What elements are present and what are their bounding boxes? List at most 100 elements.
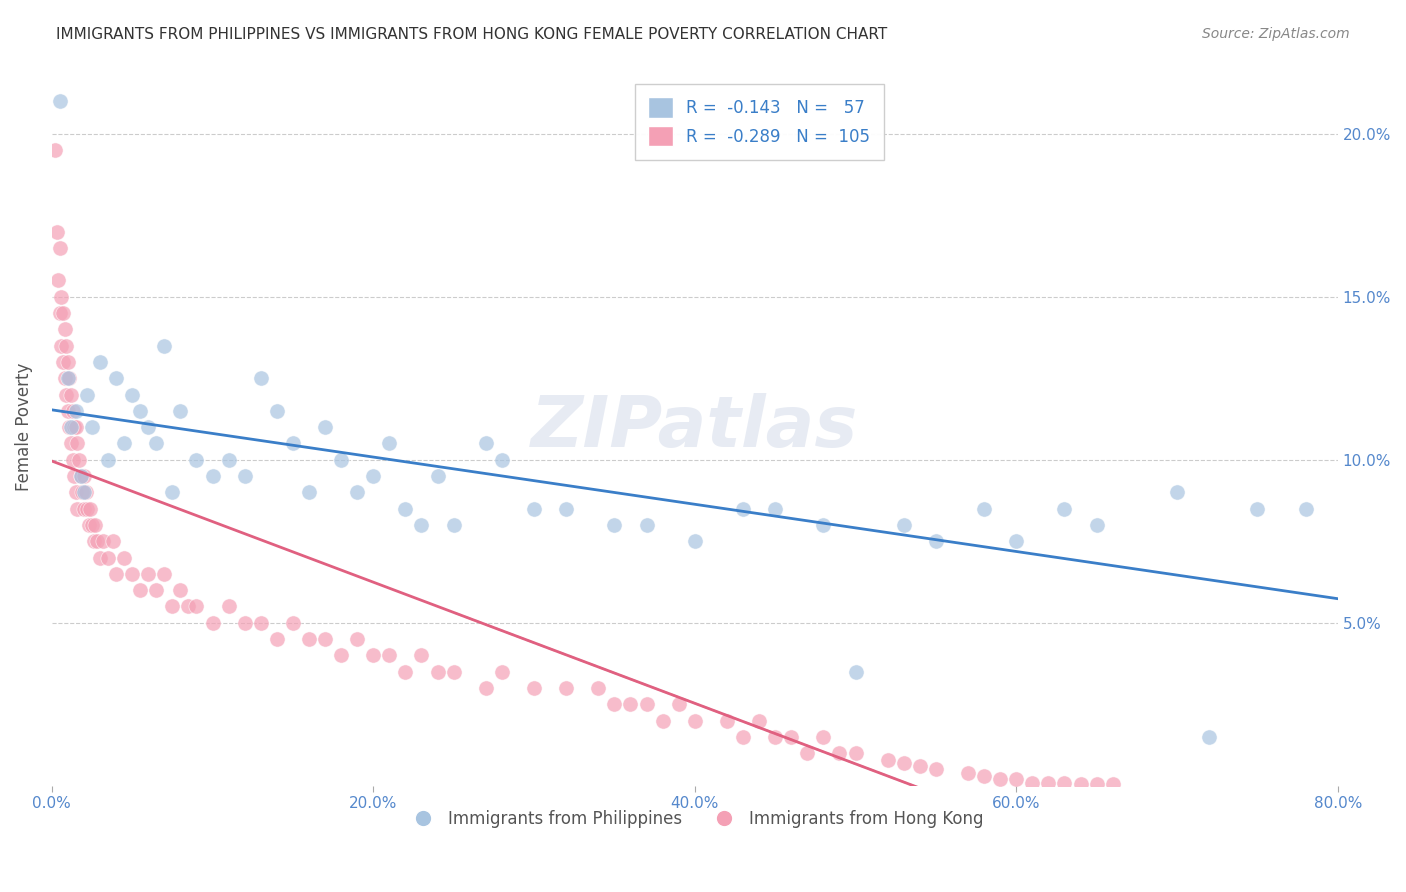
Point — [63, 420, 86, 434]
Point — [129, 583, 152, 598]
Point — [73, 501, 96, 516]
Point — [813, 518, 835, 533]
Point — [748, 714, 770, 728]
Point — [60, 387, 83, 401]
Point — [84, 518, 107, 533]
Point — [89, 550, 111, 565]
Point — [129, 404, 152, 418]
Point — [162, 485, 184, 500]
Point — [1070, 777, 1092, 791]
Point — [49, 241, 72, 255]
Point — [55, 387, 77, 401]
Point — [1198, 730, 1220, 744]
Point — [957, 765, 980, 780]
Point — [314, 632, 336, 646]
Point — [62, 404, 84, 418]
Point — [66, 436, 89, 450]
Point — [56, 404, 79, 418]
Point — [53, 371, 76, 385]
Point — [731, 501, 754, 516]
Point — [83, 534, 105, 549]
Point — [75, 485, 97, 500]
Point — [66, 501, 89, 516]
Point — [60, 420, 83, 434]
Point — [828, 746, 851, 760]
Text: ZIPatlas: ZIPatlas — [531, 392, 859, 462]
Point — [97, 452, 120, 467]
Point — [1166, 485, 1188, 500]
Point — [1053, 501, 1076, 516]
Point — [67, 452, 90, 467]
Point — [53, 322, 76, 336]
Point — [475, 681, 498, 695]
Point — [1085, 777, 1108, 791]
Point — [925, 534, 948, 549]
Point — [91, 534, 114, 549]
Point — [844, 746, 866, 760]
Point — [89, 355, 111, 369]
Point — [780, 730, 803, 744]
Point — [411, 648, 433, 663]
Point — [813, 730, 835, 744]
Point — [169, 583, 191, 598]
Point — [925, 763, 948, 777]
Point — [153, 566, 176, 581]
Point — [763, 501, 786, 516]
Point — [136, 566, 159, 581]
Point — [249, 371, 271, 385]
Point — [65, 404, 87, 418]
Point — [60, 436, 83, 450]
Point — [73, 469, 96, 483]
Point — [1005, 772, 1028, 787]
Point — [65, 485, 87, 500]
Point — [121, 566, 143, 581]
Point — [361, 648, 384, 663]
Point — [361, 469, 384, 483]
Point — [636, 698, 658, 712]
Y-axis label: Female Poverty: Female Poverty — [15, 363, 32, 491]
Point — [1021, 775, 1043, 789]
Point — [136, 420, 159, 434]
Point — [973, 769, 995, 783]
Legend: Immigrants from Philippines, Immigrants from Hong Kong: Immigrants from Philippines, Immigrants … — [399, 804, 990, 835]
Point — [314, 420, 336, 434]
Point — [908, 759, 931, 773]
Point — [79, 501, 101, 516]
Point — [76, 387, 98, 401]
Point — [44, 143, 66, 157]
Point — [651, 714, 673, 728]
Point — [330, 452, 353, 467]
Point — [893, 756, 915, 770]
Point — [523, 501, 546, 516]
Point — [491, 665, 513, 679]
Point — [56, 371, 79, 385]
Point — [555, 501, 578, 516]
Point — [112, 550, 135, 565]
Point — [49, 94, 72, 108]
Point — [281, 615, 304, 630]
Point — [988, 772, 1011, 787]
Point — [45, 225, 67, 239]
Point — [145, 436, 167, 450]
Point — [80, 518, 103, 533]
Point — [201, 469, 224, 483]
Point — [426, 665, 449, 679]
Point — [51, 338, 73, 352]
Point — [73, 485, 96, 500]
Point — [1005, 534, 1028, 549]
Point — [1101, 777, 1123, 791]
Point — [249, 615, 271, 630]
Point — [56, 355, 79, 369]
Text: IMMIGRANTS FROM PHILIPPINES VS IMMIGRANTS FROM HONG KONG FEMALE POVERTY CORRELAT: IMMIGRANTS FROM PHILIPPINES VS IMMIGRANT… — [56, 27, 887, 42]
Point — [266, 632, 288, 646]
Point — [636, 518, 658, 533]
Point — [411, 518, 433, 533]
Point — [588, 681, 610, 695]
Point — [145, 583, 167, 598]
Point — [63, 469, 86, 483]
Point — [105, 371, 128, 385]
Point — [201, 615, 224, 630]
Point — [52, 355, 75, 369]
Text: Source: ZipAtlas.com: Source: ZipAtlas.com — [1202, 27, 1350, 41]
Point — [475, 436, 498, 450]
